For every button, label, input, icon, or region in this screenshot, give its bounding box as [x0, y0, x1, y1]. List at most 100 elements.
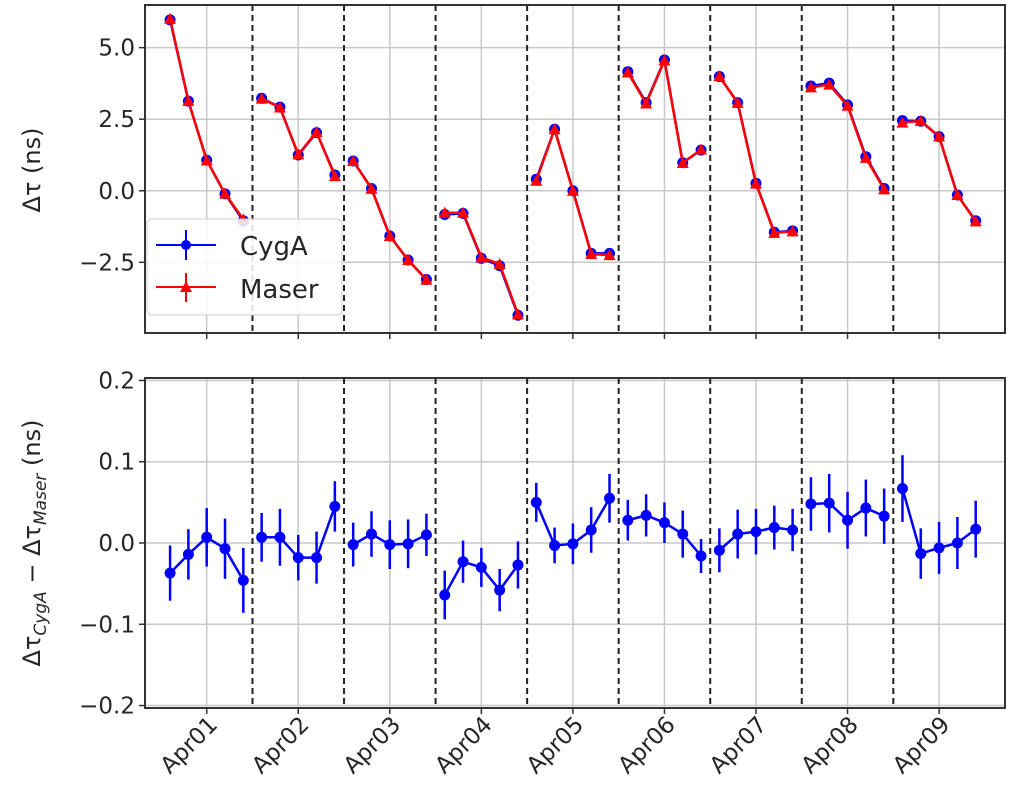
- data-point-maser: [841, 99, 854, 111]
- data-point-maser: [951, 189, 964, 201]
- y-tick-label: 0.1: [98, 450, 135, 476]
- data-point: [201, 531, 213, 543]
- data-point: [933, 542, 945, 554]
- data-point-maser: [292, 148, 305, 160]
- data-point-maser: [310, 126, 323, 138]
- data-point: [512, 559, 524, 571]
- legend-cyga-label: CygA: [240, 232, 308, 262]
- data-point-maser: [603, 249, 616, 261]
- data-point: [677, 528, 689, 540]
- data-point: [768, 522, 780, 534]
- data-point: [420, 529, 432, 541]
- data-point-maser: [969, 215, 982, 227]
- data-point-maser: [749, 177, 762, 189]
- data-point-maser: [365, 182, 378, 194]
- x-tick-label: Apr07: [705, 712, 772, 779]
- data-point: [384, 539, 396, 551]
- data-point-maser: [676, 156, 689, 168]
- data-point-maser: [328, 170, 341, 182]
- data-point-maser: [804, 81, 817, 93]
- legend-cyga-marker: [181, 240, 191, 250]
- data-point: [787, 524, 799, 536]
- legend-maser-label: Maser: [240, 275, 319, 305]
- ylabel-sub-cyga: CygA: [31, 591, 51, 635]
- data-point: [347, 539, 359, 551]
- data-point: [970, 523, 982, 535]
- ylabel-unit: (ns): [18, 420, 46, 474]
- data-point: [292, 552, 304, 564]
- y-tick-label: −2.5: [79, 250, 135, 276]
- data-point-maser: [219, 187, 232, 199]
- data-point-maser: [933, 130, 946, 142]
- data-point: [274, 531, 286, 543]
- legend-maser-marker: [180, 281, 192, 292]
- data-point: [164, 567, 176, 579]
- x-tick-label: Apr03: [339, 712, 406, 779]
- data-point: [713, 544, 725, 556]
- data-point: [860, 502, 872, 514]
- data-point-maser: [878, 183, 891, 195]
- legend-box: [146, 218, 343, 316]
- data-point-maser: [896, 116, 909, 128]
- data-point-maser: [511, 308, 524, 320]
- data-point-maser: [823, 78, 836, 90]
- data-point-maser: [347, 154, 360, 166]
- top-y-axis-label: Δτ (ns): [18, 128, 46, 213]
- data-point: [896, 483, 908, 495]
- data-point: [585, 524, 597, 536]
- data-point-maser: [475, 251, 488, 263]
- data-point-maser: [438, 206, 451, 218]
- data-point-maser: [402, 254, 415, 266]
- data-point: [567, 538, 579, 550]
- y-tick-label: 0.0: [98, 179, 135, 205]
- data-point: [805, 498, 817, 510]
- x-tick-label: Apr06: [613, 712, 680, 779]
- data-point: [475, 561, 487, 573]
- data-point-maser: [273, 101, 286, 113]
- x-tick-label: Apr09: [888, 712, 955, 779]
- data-point: [237, 574, 249, 586]
- x-tick-label: Apr05: [522, 712, 589, 779]
- bottom-panel: 0.2 0.1 0.0 −0.1 −0.2 Apr01 Apr02 Apr03 Apr04 Apr…: [79, 368, 1006, 779]
- data-point: [365, 528, 377, 540]
- data-point: [329, 500, 341, 512]
- data-point: [457, 556, 469, 568]
- ylabel-main: Δτ: [18, 636, 46, 667]
- data-point-maser: [548, 123, 561, 135]
- data-point: [915, 548, 927, 560]
- data-point: [878, 510, 890, 522]
- data-point-maser: [914, 114, 927, 126]
- data-point-maser: [383, 229, 396, 241]
- y-tick-label: −0.1: [79, 612, 135, 638]
- data-point: [604, 492, 616, 504]
- data-point-maser: [859, 151, 872, 163]
- data-point: [311, 552, 323, 564]
- data-point-maser: [768, 226, 781, 238]
- x-tick-label: Apr01: [156, 712, 223, 779]
- data-point: [732, 528, 744, 540]
- x-tick-label: Apr02: [247, 712, 314, 779]
- data-point: [951, 537, 963, 549]
- y-tick-label: −0.2: [79, 694, 135, 720]
- y-tick-label: 0.2: [98, 368, 135, 394]
- data-point-maser: [621, 66, 634, 78]
- data-point: [640, 509, 652, 521]
- data-point: [658, 517, 670, 529]
- data-point: [256, 531, 268, 543]
- x-tick-label: Apr08: [797, 712, 864, 779]
- data-point-maser: [164, 12, 177, 24]
- data-point-maser: [200, 154, 213, 166]
- data-point-maser: [182, 94, 195, 106]
- data-point-maser: [255, 92, 268, 104]
- axes-frame: [144, 4, 1006, 334]
- y-tick-label: 2.5: [98, 107, 135, 133]
- data-point: [494, 584, 506, 596]
- data-point-maser: [585, 248, 598, 260]
- data-point: [439, 589, 451, 601]
- data-point-maser: [530, 174, 543, 186]
- axes-frame: [144, 377, 1006, 709]
- data-point: [530, 496, 542, 508]
- ylabel-minus: − Δτ: [18, 525, 46, 591]
- legend: CygA Maser: [146, 218, 343, 316]
